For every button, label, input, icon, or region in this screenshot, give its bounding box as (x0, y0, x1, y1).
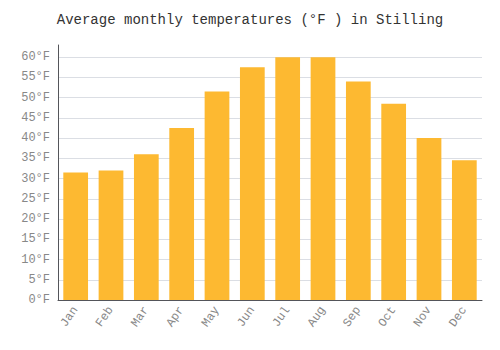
svg-text:Dec: Dec (446, 304, 470, 330)
svg-text:35°F: 35°F (21, 151, 50, 165)
svg-text:20°F: 20°F (21, 212, 50, 226)
svg-text:60°F: 60°F (21, 50, 50, 64)
svg-text:Mar: Mar (128, 304, 152, 330)
svg-text:Jul: Jul (270, 304, 294, 330)
svg-text:40°F: 40°F (21, 131, 50, 145)
svg-text:30°F: 30°F (21, 172, 50, 186)
svg-text:Average monthly temperatures (: Average monthly temperatures (°F ) in St… (57, 12, 443, 28)
svg-text:5°F: 5°F (28, 273, 50, 287)
svg-text:Nov: Nov (411, 304, 435, 330)
svg-text:May: May (199, 304, 223, 330)
svg-text:Aug: Aug (305, 304, 329, 330)
svg-text:10°F: 10°F (21, 253, 50, 267)
svg-text:50°F: 50°F (21, 91, 50, 105)
svg-text:25°F: 25°F (21, 192, 50, 206)
svg-text:Jun: Jun (234, 304, 258, 330)
svg-text:55°F: 55°F (21, 70, 50, 84)
svg-text:45°F: 45°F (21, 111, 50, 125)
svg-text:Feb: Feb (93, 304, 117, 330)
svg-text:Oct: Oct (376, 304, 400, 330)
svg-text:Jan: Jan (58, 304, 82, 330)
svg-text:0°F: 0°F (28, 293, 50, 307)
svg-text:Apr: Apr (164, 304, 188, 330)
svg-text:Sep: Sep (340, 304, 364, 330)
svg-text:15°F: 15°F (21, 232, 50, 246)
